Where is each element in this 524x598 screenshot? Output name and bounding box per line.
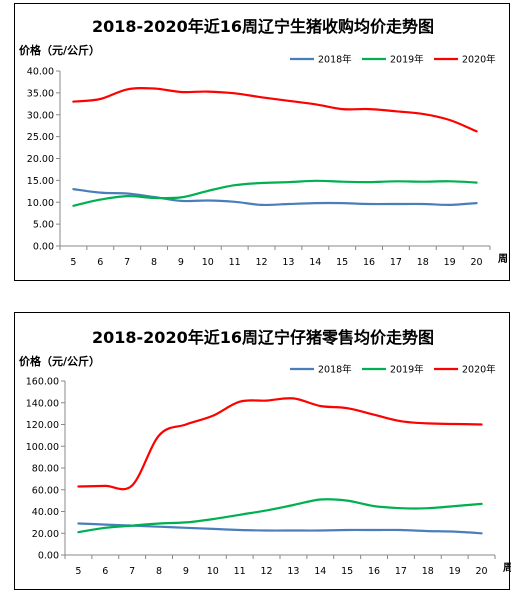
y-tick-label: 120.00 xyxy=(26,420,59,431)
series-line-2019年 xyxy=(72,179,478,207)
x-tick-label: 13 xyxy=(282,257,294,268)
x-tick-label: 18 xyxy=(422,566,434,577)
x-tick-label: 13 xyxy=(287,566,299,577)
y-tick-label: 15.00 xyxy=(27,176,54,187)
y-tick-label: 140.00 xyxy=(26,398,59,409)
x-tick-label: 7 xyxy=(124,257,130,268)
x-tick-label: 11 xyxy=(229,257,241,268)
y-tick-label: 20.00 xyxy=(27,154,54,165)
x-axis-unit: 周 xyxy=(498,253,508,265)
legend-label: 2019年 xyxy=(390,54,424,66)
y-tick-label: 5.00 xyxy=(33,220,54,231)
y-tick-label: 20.00 xyxy=(32,529,59,540)
series-line-2020年 xyxy=(77,397,483,491)
x-tick-label: 11 xyxy=(234,566,246,577)
chart-panel-piglet: 2018-2020年近16周辽宁仔猪零售均价走势图价格（元/公斤） 0.00 20.… xyxy=(14,312,511,590)
x-tick-label: 14 xyxy=(314,566,326,577)
x-tick-label: 6 xyxy=(97,257,103,268)
series-line-2018年 xyxy=(72,188,478,207)
y-tick-label: 30.00 xyxy=(27,110,54,121)
x-tick-label: 15 xyxy=(341,566,353,577)
legend-label: 2018年 xyxy=(318,364,352,376)
chart-panel-live-pig: 2018-2020年近16周辽宁生猪收购均价走势图价格（元/公斤） 0.00 5.0… xyxy=(14,3,510,281)
x-tick-label: 5 xyxy=(70,257,76,268)
y-tick-label: 25.00 xyxy=(27,132,54,143)
y-tick-label: 40.00 xyxy=(27,67,54,78)
x-axis-unit: 周 xyxy=(503,562,511,574)
chart-title: 2018-2020年近16周辽宁仔猪零售均价走势图 xyxy=(92,328,434,347)
x-tick-label: 10 xyxy=(202,257,214,268)
x-tick-label: 6 xyxy=(102,566,108,577)
x-tick-label: 20 xyxy=(471,257,483,268)
y-tick-label: 35.00 xyxy=(27,88,54,99)
x-tick-label: 7 xyxy=(129,566,135,577)
legend-label: 2020年 xyxy=(462,364,496,376)
x-tick-label: 12 xyxy=(256,257,268,268)
x-tick-label: 5 xyxy=(75,566,81,577)
x-tick-label: 16 xyxy=(368,566,380,577)
legend-label: 2018年 xyxy=(318,54,352,66)
y-tick-label: 60.00 xyxy=(32,485,59,496)
x-tick-label: 16 xyxy=(363,257,375,268)
x-tick-label: 8 xyxy=(151,257,157,268)
x-tick-label: 8 xyxy=(156,566,162,577)
x-tick-label: 20 xyxy=(476,566,488,577)
x-tick-label: 17 xyxy=(390,257,402,268)
x-tick-label: 15 xyxy=(336,257,348,268)
x-tick-label: 18 xyxy=(417,257,429,268)
series-line-2020年 xyxy=(72,87,478,133)
series-line-2019年 xyxy=(77,498,483,534)
x-tick-label: 10 xyxy=(207,566,219,577)
x-tick-label: 9 xyxy=(183,566,189,577)
y-tick-label: 80.00 xyxy=(32,464,59,475)
x-tick-label: 19 xyxy=(444,257,456,268)
y-tick-label: 40.00 xyxy=(32,507,59,518)
y-tick-label: 100.00 xyxy=(26,442,59,453)
y-tick-label: 0.00 xyxy=(33,242,54,253)
y-axis-label: 价格（元/公斤） xyxy=(19,354,100,368)
x-tick-label: 17 xyxy=(395,566,407,577)
legend-label: 2020年 xyxy=(462,54,496,66)
x-tick-label: 9 xyxy=(178,257,184,268)
y-tick-label: 0.00 xyxy=(38,551,59,562)
chart-title: 2018-2020年近16周辽宁生猪收购均价走势图 xyxy=(92,17,434,36)
y-tick-label: 10.00 xyxy=(27,198,54,209)
y-tick-label: 160.00 xyxy=(26,377,59,388)
legend-label: 2019年 xyxy=(390,364,424,376)
series-line-2018年 xyxy=(77,522,483,535)
x-tick-label: 14 xyxy=(309,257,321,268)
x-tick-label: 19 xyxy=(449,566,461,577)
x-tick-label: 12 xyxy=(261,566,273,577)
y-axis-label: 价格（元/公斤） xyxy=(19,43,100,57)
